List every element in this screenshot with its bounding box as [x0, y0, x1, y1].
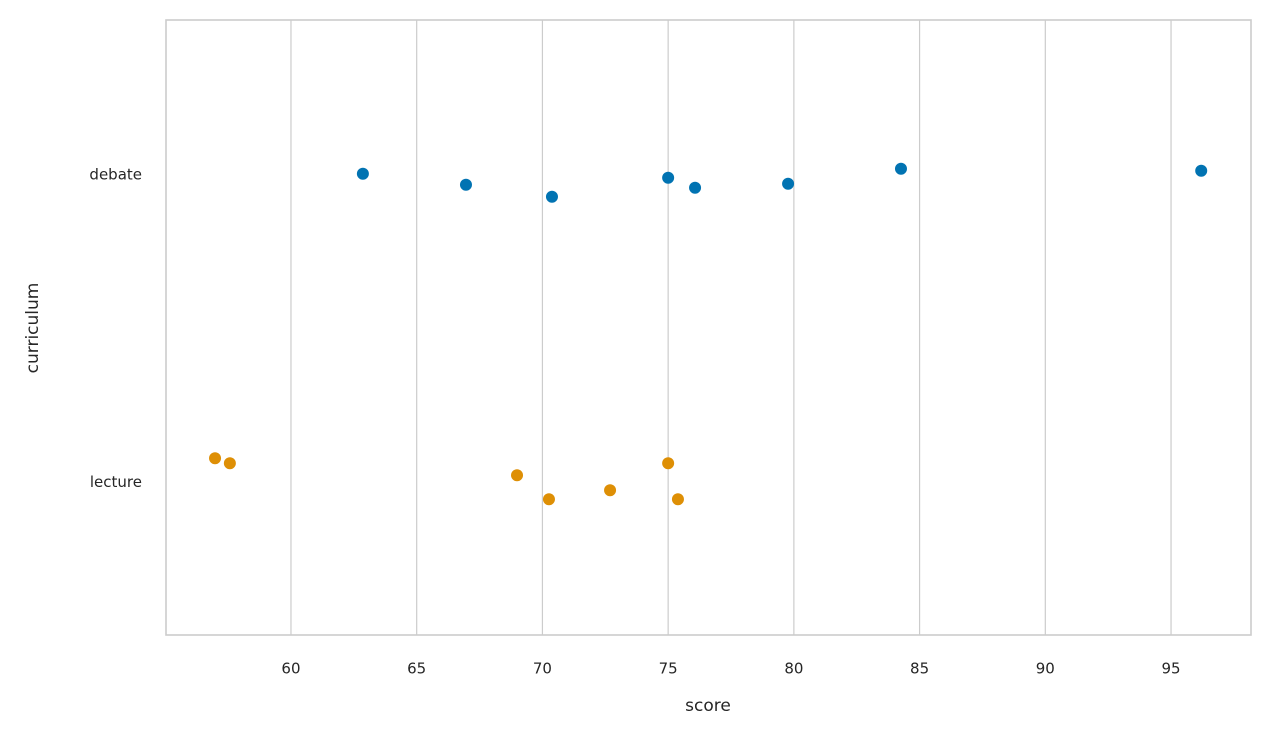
- x-tick-label: 65: [407, 660, 426, 678]
- x-tick-label: 75: [659, 660, 678, 678]
- point: [662, 457, 675, 470]
- x-tick-label: 95: [1161, 660, 1180, 678]
- point: [689, 181, 702, 194]
- point: [1195, 164, 1208, 177]
- point: [671, 493, 684, 506]
- point: [545, 190, 558, 203]
- x-tick-label: 80: [784, 660, 803, 678]
- point: [662, 171, 675, 184]
- x-tick-label: 60: [281, 660, 300, 678]
- point: [223, 457, 236, 470]
- point: [894, 162, 907, 175]
- point: [604, 484, 617, 497]
- y-tick-label: lecture: [90, 473, 142, 491]
- plot-frame: [165, 19, 1252, 636]
- x-axis-label: score: [685, 696, 731, 716]
- x-tick-label: 85: [910, 660, 929, 678]
- x-tick-label: 70: [533, 660, 552, 678]
- y-tick-label: debate: [89, 165, 142, 183]
- y-axis-label: curriculum: [23, 283, 43, 374]
- point: [459, 178, 472, 191]
- x-tick-label: 90: [1036, 660, 1055, 678]
- point: [542, 493, 555, 506]
- point: [782, 177, 795, 190]
- point: [511, 469, 524, 482]
- point: [356, 167, 369, 180]
- point: [209, 452, 222, 465]
